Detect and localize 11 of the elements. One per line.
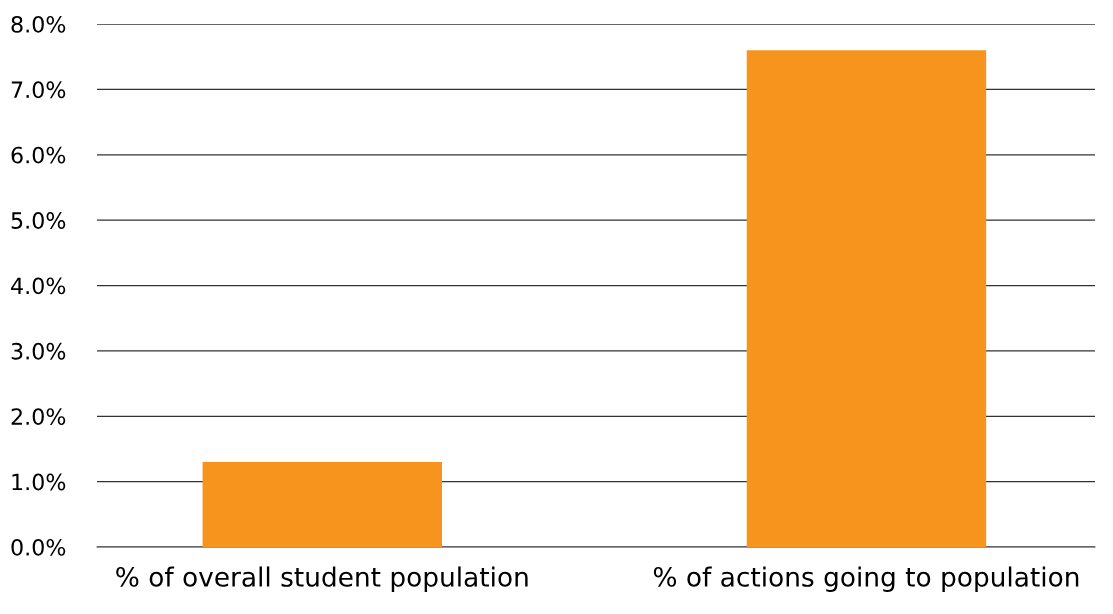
y-tick-label: 4.0% bbox=[11, 277, 66, 295]
x-tick-label: % of actions going to population bbox=[653, 566, 1079, 592]
y-tick-label: 2.0% bbox=[11, 408, 66, 426]
y-tick-label: 1.0% bbox=[12, 473, 66, 491]
y-tick-label: 3.0% bbox=[11, 342, 66, 360]
y-tick-label: 5.0% bbox=[11, 212, 66, 229]
y-tick-label: 6.0% bbox=[11, 146, 66, 164]
y-tick-label: 0.0% bbox=[11, 538, 66, 556]
x-tick-label: % of overall student population bbox=[116, 566, 528, 592]
y-tick-label: 7.0% bbox=[11, 81, 66, 99]
y-tick-label: 8.0% bbox=[11, 15, 66, 33]
